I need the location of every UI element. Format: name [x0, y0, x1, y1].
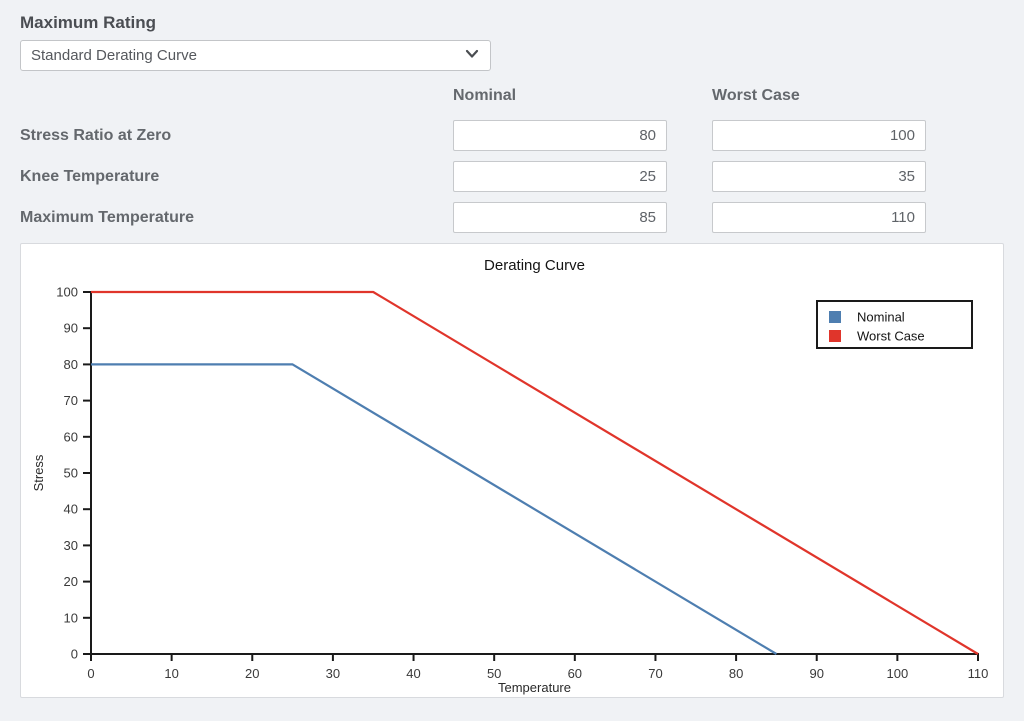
- column-header-worst-case: Worst Case: [712, 87, 800, 104]
- y-tick-label: 40: [64, 502, 78, 517]
- x-tick-label: 20: [245, 666, 259, 681]
- x-tick-label: 10: [164, 666, 178, 681]
- table-row: Maximum Temperature: [20, 202, 1004, 233]
- legend-swatch-nominal: [829, 311, 841, 323]
- chart-title: Derating Curve: [484, 257, 585, 274]
- legend-label-nominal: Nominal: [857, 310, 905, 325]
- series-line-worst-case: [91, 290, 979, 655]
- stress-ratio-at-zero-worst-case-input[interactable]: [712, 120, 926, 151]
- knee-temperature-label: Knee Temperature: [20, 167, 160, 185]
- x-tick-label: 70: [648, 666, 662, 681]
- stress-ratio-at-zero-nominal-input[interactable]: [453, 120, 667, 151]
- knee-temperature-worst-case-input[interactable]: [712, 161, 926, 192]
- maximum-rating-panel: Maximum Rating Standard Derating Curve N…: [20, 13, 1004, 698]
- x-tick-label: 60: [568, 666, 582, 681]
- derating-curve-chart: 0 10 20 30 40 50 60 70 80 90 100 110 0 10 20 30 40 50 60 70…: [31, 257, 989, 695]
- y-tick-label: 20: [64, 574, 78, 589]
- y-tick-label: 80: [64, 357, 78, 372]
- maximum-temperature-nominal-input[interactable]: [453, 202, 667, 233]
- y-tick-label: 70: [64, 393, 78, 408]
- form-header-row: Nominal Worst Case: [20, 88, 1004, 104]
- x-tick-label: 110: [968, 666, 989, 681]
- y-tick-label: 60: [64, 429, 78, 444]
- column-header-nominal: Nominal: [453, 87, 517, 104]
- page-title: Maximum Rating: [20, 13, 157, 32]
- x-tick-label: 40: [406, 666, 420, 681]
- table-row: Stress Ratio at Zero: [20, 120, 1004, 151]
- legend-swatch-worst-case: [829, 330, 841, 342]
- x-tick-label: 50: [487, 666, 501, 681]
- x-tick-label: 80: [729, 666, 743, 681]
- rating-form: Nominal Worst Case Stress Ratio at Zero …: [20, 88, 1004, 233]
- table-row: Knee Temperature: [20, 161, 1004, 192]
- x-axis-title: Temperature: [498, 680, 571, 695]
- y-tick-label: 90: [64, 321, 78, 336]
- stress-ratio-at-zero-label: Stress Ratio at Zero: [20, 126, 172, 144]
- x-tick-label: 90: [809, 666, 823, 681]
- legend-box: [816, 300, 973, 349]
- y-tick-label: 100: [56, 285, 78, 300]
- derating-curve-select-wrap: Standard Derating Curve: [20, 40, 491, 71]
- legend-label-worst-case: Worst Case: [857, 329, 925, 344]
- maximum-temperature-label: Maximum Temperature: [20, 208, 194, 226]
- maximum-temperature-worst-case-input[interactable]: [712, 202, 926, 233]
- knee-temperature-nominal-input[interactable]: [453, 161, 667, 192]
- x-tick-label: 0: [87, 666, 94, 681]
- y-tick-label: 0: [71, 647, 78, 662]
- x-tick-label: 100: [887, 666, 909, 681]
- derating-curve-select[interactable]: Standard Derating Curve: [20, 40, 491, 71]
- y-tick-label: 10: [64, 610, 78, 625]
- y-tick-label: 50: [64, 466, 78, 481]
- y-axis-title: Stress: [31, 454, 46, 491]
- y-tick-label: 30: [64, 538, 78, 553]
- x-tick-label: 30: [326, 666, 340, 681]
- derating-curve-chart-panel: 0 10 20 30 40 50 60 70 80 90 100 110 0 10 20 30 40 50 60 70…: [20, 243, 1004, 698]
- series-line-nominal: [91, 363, 777, 655]
